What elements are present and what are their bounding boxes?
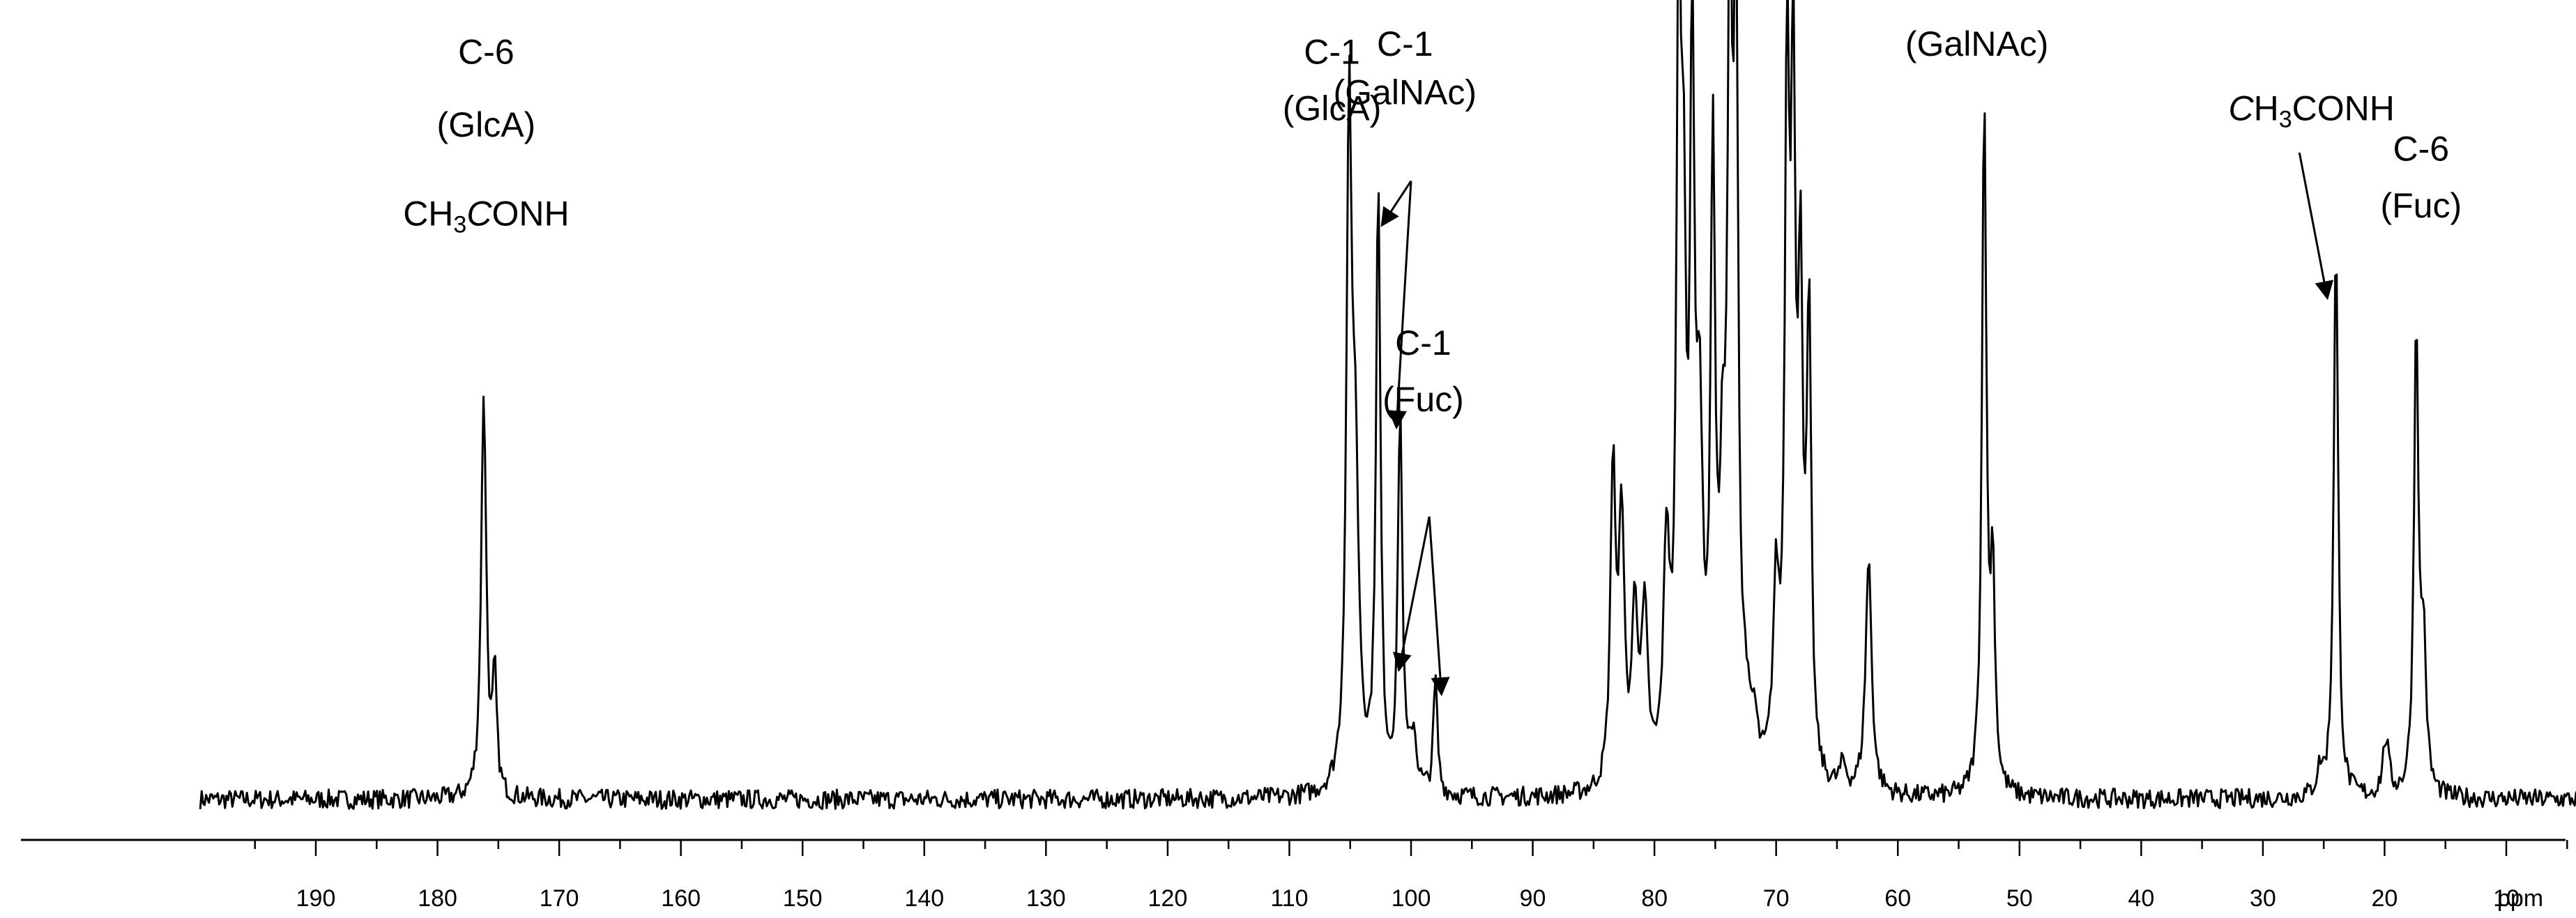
peak-annotation: CH3CONH (2229, 89, 2395, 133)
peak-annotation: C-6 (458, 32, 515, 71)
annotation-arrow (1388, 181, 1412, 430)
x-tick-label: 160 (661, 885, 701, 912)
x-tick-label: 180 (418, 885, 457, 912)
x-tick-label: 70 (1763, 885, 1790, 912)
x-tick-label: 90 (1520, 885, 1546, 912)
x-tick-label: 30 (2250, 885, 2276, 912)
x-axis: 190 180 170 160 150 140 130 120 110 100 90 80 70 60 50… (21, 839, 2568, 912)
peak-annotation: (GalNAc) (1905, 24, 2049, 63)
x-axis-label: ppm (2497, 885, 2543, 912)
peak-annotation: C-1 (1304, 32, 1360, 71)
x-tick-label: 170 (540, 885, 579, 912)
x-tick-label: 20 (2372, 885, 2398, 912)
peak-annotation: C-6 (2393, 130, 2450, 169)
x-tick-label: 10 (2493, 885, 2520, 912)
x-tick-label: 120 (1148, 885, 1188, 912)
peak-annotation: (Fuc) (2380, 186, 2462, 225)
peak-annotation: C-2 (1949, 0, 2005, 7)
x-tick-label: 80 (1641, 885, 1668, 912)
x-tick-label: 50 (2006, 885, 2033, 912)
annotation-arrow (2298, 152, 2334, 300)
peak-annotation: C-1 (1395, 323, 1451, 362)
x-axis-ticks: 190 180 170 160 150 140 130 120 110 100 90 80 70 60 50… (254, 840, 2568, 912)
x-tick-label: 110 (1270, 885, 1308, 912)
peak-annotation: (GlcA) (1283, 89, 1382, 128)
annotation-layer: C-6(GlcA)CH3CONHC-1(GlcA)C-1(GalNAc)C-1(… (403, 0, 2462, 696)
spectrum-layer (199, 0, 2576, 811)
x-tick-label: 190 (296, 885, 336, 912)
x-tick-label: 40 (2128, 885, 2154, 912)
x-tick-label: 60 (1884, 885, 1911, 912)
x-tick-label: 150 (783, 885, 823, 912)
peak-annotation: CH3CONH (403, 194, 569, 238)
annotation-arrow (1393, 516, 1431, 673)
x-tick-label: 130 (1026, 885, 1066, 912)
peak-annotation: C-1 (1377, 24, 1433, 63)
x-tick-label: 100 (1392, 885, 1431, 912)
spectrum-trace (199, 0, 2576, 811)
peak-annotation: (GalNAc) (1333, 72, 1477, 112)
x-tick-label: 140 (904, 885, 944, 912)
peak-annotation: (Fuc) (1382, 380, 1464, 419)
annotation-arrow (1428, 516, 1450, 696)
annotation-arrow (1380, 180, 1412, 227)
peak-annotation: (GlcA) (437, 105, 536, 144)
